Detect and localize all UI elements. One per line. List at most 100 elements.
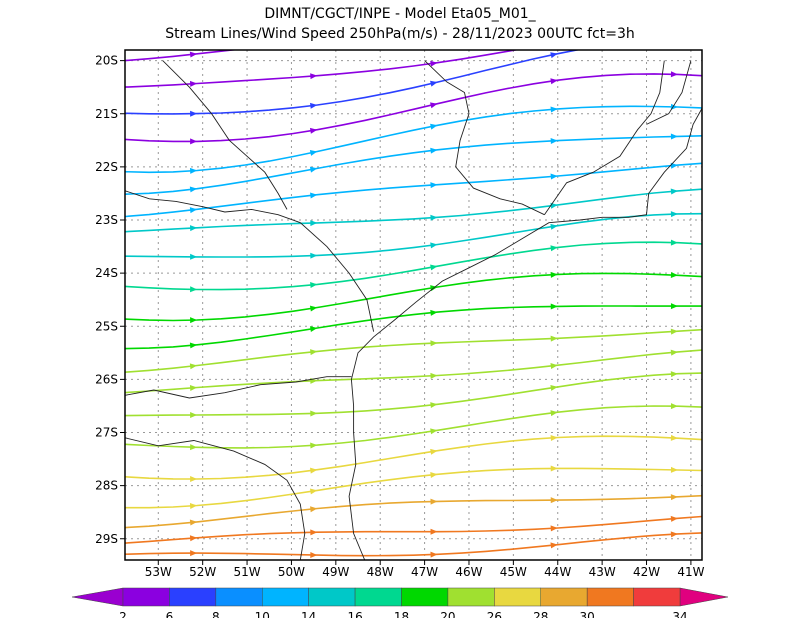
streamline-arrow	[310, 252, 318, 259]
colorbar-label: 8	[212, 610, 220, 618]
streamline-arrow	[309, 488, 318, 495]
streamline-arrow	[430, 472, 438, 479]
streamline	[125, 188, 702, 233]
streamline-arrow	[430, 80, 438, 87]
streamline-arrow	[430, 340, 438, 347]
streamline-arrow	[189, 535, 198, 542]
streamline-arrow	[550, 434, 558, 441]
streamline-arrow	[550, 497, 558, 504]
streamline-arrow	[190, 444, 198, 451]
streamline-arrow	[670, 466, 678, 473]
colorbar-label: 2	[119, 610, 127, 618]
streamline-arrow	[310, 467, 318, 474]
lat-tick-label: 25S	[95, 319, 118, 333]
lat-tick-label: 22S	[95, 160, 118, 174]
lon-tick-label: 49W	[322, 565, 349, 579]
streamline-arrow	[189, 519, 198, 526]
streamline-arrow	[430, 551, 438, 558]
lat-tick-label: 20S	[95, 54, 118, 68]
streamline	[125, 73, 702, 143]
colorbar-label: 28	[533, 610, 548, 618]
streamline-arrow	[550, 363, 558, 369]
streamline-arrow	[670, 272, 678, 279]
streamline-arrow	[430, 264, 438, 271]
streamline-arrow	[430, 147, 438, 154]
colorbar-label: 34	[672, 610, 687, 618]
lon-tick-label: 53W	[145, 565, 172, 579]
lon-tick-label: 50W	[278, 565, 305, 579]
lat-tick-label: 28S	[95, 479, 118, 493]
streamline	[125, 467, 702, 509]
colorbar-label: 16	[347, 610, 362, 618]
streamline-arrow	[190, 253, 198, 260]
streamline-arrow	[310, 410, 318, 417]
streamline-arrow	[670, 303, 678, 310]
streamline-arrow	[550, 465, 558, 472]
streamline-arrow	[670, 103, 678, 110]
streamline-arrow	[550, 525, 558, 532]
lat-tick-label: 21S	[95, 107, 118, 121]
streamline-arrow	[189, 385, 198, 392]
colorbar-swatch	[540, 587, 588, 607]
streamline-arrow	[189, 80, 198, 87]
lon-tick-label: 46W	[455, 565, 482, 579]
streamline-arrow	[310, 442, 318, 449]
streamline-arrow	[430, 182, 438, 189]
lat-tick-label: 29S	[95, 532, 118, 546]
colorbar-right-arrow	[679, 587, 729, 607]
streamline-arrow	[310, 73, 318, 80]
plot-frame	[124, 49, 703, 561]
colorbar-swatch	[215, 587, 263, 607]
streamline-arrow	[550, 106, 558, 113]
streamline	[125, 435, 702, 480]
streamline	[125, 50, 240, 62]
streamline-arrow	[309, 150, 318, 156]
streamline-arrow	[550, 245, 558, 252]
colorbar-label: 14	[301, 610, 316, 618]
streamline-arrow	[310, 220, 318, 227]
streamline	[125, 532, 702, 557]
coastline	[125, 60, 702, 560]
colorbar-label: 20	[440, 610, 455, 618]
streamline-arrow	[310, 551, 318, 558]
colorbar-swatch	[122, 587, 170, 607]
streamline	[125, 272, 702, 322]
colorbar-swatch	[308, 587, 356, 607]
streamline-arrow	[550, 52, 558, 59]
lon-tick-label: 43W	[589, 565, 616, 579]
streamline-arrow	[190, 286, 198, 293]
streamline-arrow	[190, 475, 198, 482]
streamline-arrow	[430, 428, 438, 435]
streamline-arrow	[190, 412, 198, 419]
colorbar-swatch	[494, 587, 542, 607]
state-border	[544, 60, 665, 215]
state-border	[646, 60, 692, 125]
lon-tick-label: 44W	[544, 565, 571, 579]
streamline-arrow	[670, 328, 678, 335]
streamline-arrow	[550, 223, 558, 230]
streamline-arrow	[189, 51, 198, 58]
colorbar-label: 30	[580, 610, 595, 618]
state-border	[125, 437, 306, 560]
streamline	[125, 162, 702, 218]
streamline-arrow	[310, 102, 318, 109]
streamline-arrow	[190, 550, 198, 557]
streamlines	[125, 50, 702, 558]
colorbar-swatch	[401, 587, 449, 607]
lon-tick-label: 41W	[677, 565, 704, 579]
streamline-arrow	[550, 78, 558, 85]
lat-tick-label: 27S	[95, 426, 118, 440]
lon-tick-label: 45W	[500, 565, 527, 579]
coastline-path	[348, 108, 702, 560]
streamline-arrow	[430, 309, 438, 316]
streamline-arrow	[189, 502, 198, 509]
streamline-arrow	[550, 202, 558, 209]
lon-tick-label: 48W	[367, 565, 394, 579]
streamline-arrow	[670, 515, 678, 522]
streamline-arrow	[189, 207, 198, 214]
streamline	[125, 328, 702, 373]
streamline-arrow	[310, 192, 318, 199]
streamline-arrow	[670, 371, 678, 378]
state-border	[125, 376, 352, 399]
